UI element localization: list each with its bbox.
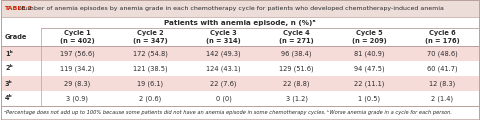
Text: 29 (8.3): 29 (8.3): [64, 80, 91, 87]
Text: 22 (7.6): 22 (7.6): [210, 80, 237, 87]
Text: Cycle 2: Cycle 2: [137, 30, 164, 36]
Text: Cycle 3: Cycle 3: [210, 30, 237, 36]
Text: (n = 402): (n = 402): [60, 38, 95, 44]
Text: 70 (48.6): 70 (48.6): [427, 50, 458, 57]
Text: 142 (49.3): 142 (49.3): [206, 50, 241, 57]
Text: 12 (8.3): 12 (8.3): [430, 80, 456, 87]
Text: 0 (0): 0 (0): [216, 95, 231, 102]
Text: 22 (11.1): 22 (11.1): [354, 80, 384, 87]
Bar: [1, 76, 479, 91]
Text: Cycle 6: Cycle 6: [429, 30, 456, 36]
Text: 121 (38.5): 121 (38.5): [133, 65, 168, 72]
Bar: [1, 91, 479, 106]
Text: 124 (43.1): 124 (43.1): [206, 65, 241, 72]
Text: Cycle 4: Cycle 4: [283, 30, 310, 36]
Text: 172 (54.8): 172 (54.8): [133, 50, 168, 57]
Text: Patients with anemia episode, n (%)ᵃ: Patients with anemia episode, n (%)ᵃ: [164, 19, 316, 26]
Text: (n = 271): (n = 271): [279, 38, 314, 44]
Text: 96 (38.4): 96 (38.4): [281, 50, 312, 57]
Text: (n = 314): (n = 314): [206, 38, 241, 44]
Text: Grade: Grade: [5, 34, 27, 40]
Text: (n = 209): (n = 209): [352, 38, 387, 44]
Bar: [1, 106, 479, 119]
Text: 2 (0.6): 2 (0.6): [139, 95, 162, 102]
Text: 4ᵇ: 4ᵇ: [5, 95, 13, 101]
Bar: [1, 17, 479, 28]
Text: Cycle 1: Cycle 1: [64, 30, 91, 36]
Text: 129 (51.6): 129 (51.6): [279, 65, 314, 72]
Text: 22 (8.8): 22 (8.8): [283, 80, 310, 87]
Text: ᵃPercentage does not add up to 100% because some patients did not have an anemia: ᵃPercentage does not add up to 100% beca…: [4, 110, 452, 115]
Text: TABLE 2: TABLE 2: [4, 6, 32, 11]
Text: (n = 347): (n = 347): [133, 38, 168, 44]
Text: 3 (0.9): 3 (0.9): [67, 95, 88, 102]
Text: 1ᵇ: 1ᵇ: [5, 50, 13, 56]
Text: 2ᵇ: 2ᵇ: [5, 66, 13, 72]
Text: Cycle 5: Cycle 5: [356, 30, 383, 36]
Text: 81 (40.9): 81 (40.9): [354, 50, 385, 57]
Text: 119 (34.2): 119 (34.2): [60, 65, 95, 72]
Bar: [1, 46, 479, 61]
Text: 2 (1.4): 2 (1.4): [432, 95, 454, 102]
Text: 1 (0.5): 1 (0.5): [359, 95, 381, 102]
Text: (n = 176): (n = 176): [425, 38, 460, 44]
Bar: [1, 61, 479, 76]
Text: 3ᵇ: 3ᵇ: [5, 81, 13, 86]
Text: 19 (6.1): 19 (6.1): [137, 80, 164, 87]
Text: 3 (1.2): 3 (1.2): [286, 95, 308, 102]
Bar: [1, 28, 479, 46]
Bar: [1, 0, 479, 17]
Text: 60 (41.7): 60 (41.7): [427, 65, 458, 72]
Text: Number of anemia episodes by anemia grade in each chemotherapy cycle for patient: Number of anemia episodes by anemia grad…: [17, 6, 444, 11]
Text: 197 (56.6): 197 (56.6): [60, 50, 95, 57]
Text: 94 (47.5): 94 (47.5): [354, 65, 385, 72]
